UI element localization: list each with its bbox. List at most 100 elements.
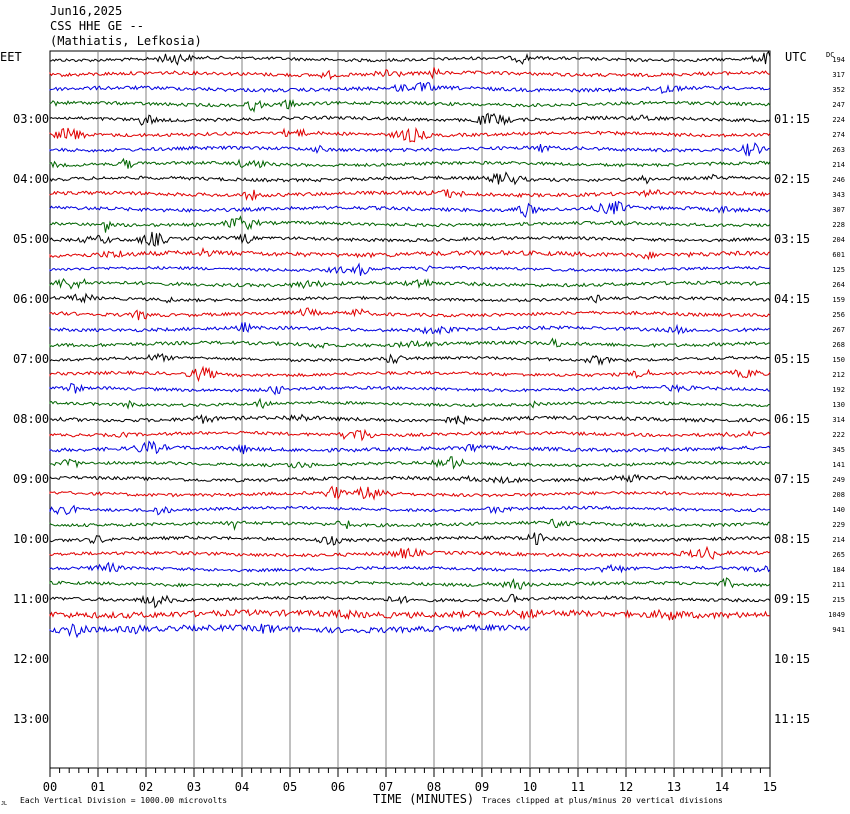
seismic-trace [49,81,771,95]
x-tick-label: 11 [571,780,585,794]
x-tick-label: 15 [763,780,777,794]
seismic-trace [49,200,771,218]
x-tick-label: 05 [283,780,297,794]
dc-offset-label: 141 [832,461,845,469]
dc-offset-label: 159 [832,296,845,304]
x-tick-label: 13 [667,780,681,794]
seismic-trace [49,485,771,501]
right-hour-label: 01:15 [774,112,810,126]
dc-offset-label: 150 [832,356,845,364]
dc-offset-label: 345 [832,446,845,454]
dc-offset-label: 214 [832,161,845,169]
x-tick-label: 03 [187,780,201,794]
dc-offset-label: 941 [832,626,845,634]
left-hour-label: 09:00 [13,472,49,486]
right-hour-label: 08:15 [774,532,810,546]
seismic-trace [49,215,771,233]
seismic-trace [49,532,771,546]
dc-offset-label: 249 [832,476,845,484]
right-hour-label: 02:15 [774,172,810,186]
dc-offset-label: 314 [832,416,845,424]
right-hour-label: 07:15 [774,472,810,486]
right-hour-label: 10:15 [774,652,810,666]
seismic-trace [49,126,771,143]
right-hour-label: 05:15 [774,352,810,366]
dc-offset-label: 224 [832,116,845,124]
seismic-trace [49,99,771,113]
seismic-trace [49,561,771,574]
seismic-trace [49,382,771,396]
corner-mark: JL [1,801,7,807]
x-tick-label: 06 [331,780,345,794]
dc-offset-label: 204 [832,236,845,244]
seismic-trace [49,231,771,247]
right-hour-label: 03:15 [774,232,810,246]
dc-offset-label: 274 [832,131,845,139]
seismic-trace [49,142,771,157]
seismic-trace [49,504,771,516]
seismic-trace [49,171,771,186]
seismic-trace [49,112,771,127]
dc-offset-label: 268 [832,341,845,349]
dc-offset-label: 214 [832,536,845,544]
dc-offset-label: 352 [832,86,845,94]
dc-offset-label: 256 [832,311,845,319]
left-hour-label: 03:00 [13,112,49,126]
x-tick-label: 12 [619,780,633,794]
right-hour-label: 11:15 [774,712,810,726]
seismic-trace [49,440,771,455]
dc-offset-label: 265 [832,551,845,559]
seismic-trace [49,608,771,621]
axis-labels: 03:00 04:00 05:00 06:00 07:00 08:00 09:00 10:00… [13,56,845,726]
trace-group [49,50,771,639]
dc-offset-label: 228 [832,221,845,229]
dc-offset-label: 317 [832,71,845,79]
right-timezone-label: UTC [785,50,807,64]
x-tick-label: 09 [475,780,489,794]
dc-offset-label: 264 [832,281,845,289]
left-hour-label: 13:00 [13,712,49,726]
dc-offset-label: 184 [832,566,845,574]
seismic-trace [49,428,771,442]
x-tick-label: 07 [379,780,393,794]
x-tick-label: 01 [91,780,105,794]
dc-offset-label: 601 [832,251,845,259]
seismic-trace [49,518,771,532]
seismic-trace [49,157,771,169]
seismic-trace [49,413,771,425]
seismic-trace [49,623,531,639]
seismic-trace [49,456,771,470]
x-tick-label: 02 [139,780,153,794]
seismic-trace [49,262,771,276]
seismic-trace [49,307,771,321]
seismic-trace [49,277,771,290]
x-tick-label: 10 [523,780,537,794]
header-date: Jun16,2025 [50,4,123,18]
seismic-trace [49,246,771,261]
footer-right-note: Traces clipped at plus/minus 20 vertical… [482,796,723,805]
dc-offset-label: 267 [832,326,845,334]
dc-offset-label: 343 [832,191,845,199]
left-hour-label: 05:00 [13,232,49,246]
seismic-trace [49,352,771,366]
dc-offset-label: 215 [832,596,845,604]
seismic-trace [49,545,771,560]
left-hour-label: 10:00 [13,532,49,546]
dc-offset-label: 130 [832,401,845,409]
x-tick-label: 08 [427,780,441,794]
header-location: (Mathiatis, Lefkosia) [50,34,202,48]
seismic-trace [49,593,771,609]
left-hour-label: 07:00 [13,352,49,366]
x-tick-label: 14 [715,780,729,794]
seismic-trace [49,577,771,590]
left-hour-label: 04:00 [13,172,49,186]
x-tick-label: 04 [235,780,249,794]
seismic-trace [49,67,771,81]
left-hour-label: 06:00 [13,292,49,306]
footer-left-note: Each Vertical Division = 1000.00 microvo… [20,796,227,805]
dc-offset-label: 140 [832,506,845,514]
dc-offset-label: 246 [832,176,845,184]
left-hour-label: 11:00 [13,592,49,606]
seismic-trace [49,322,770,336]
seismic-trace [49,365,771,383]
